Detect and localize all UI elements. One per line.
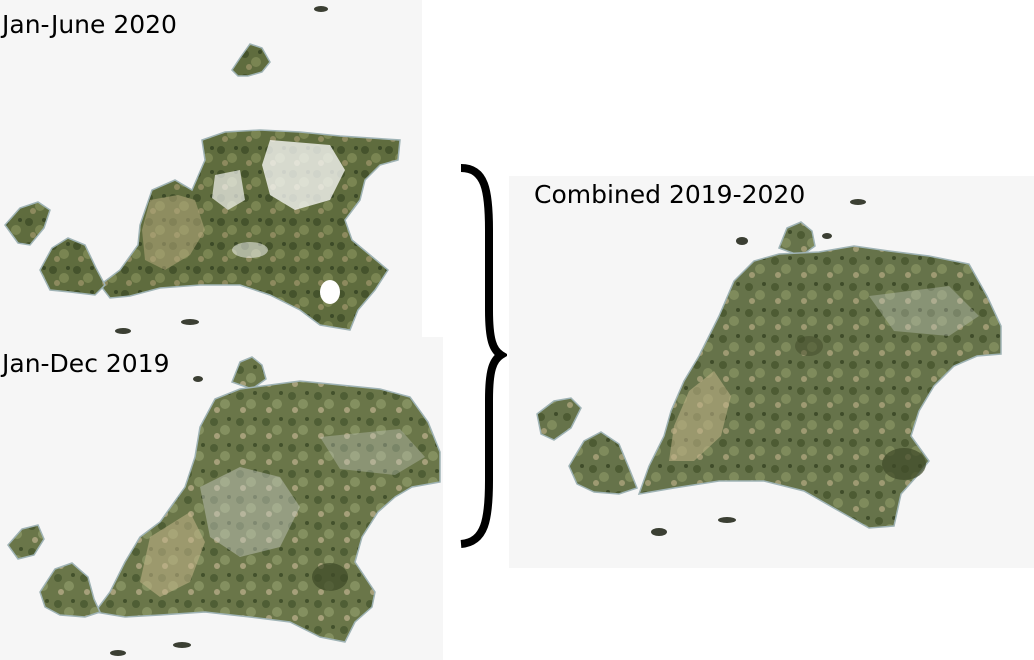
small-island <box>314 6 328 12</box>
satellite-mosaic-2020 <box>4 6 401 334</box>
panel-label-jan-dec-2019: Jan-Dec 2019 <box>2 349 170 378</box>
panel-label-combined: Combined 2019-2020 <box>534 180 806 209</box>
satellite-mosaic-combined <box>536 199 1002 536</box>
island-north <box>231 43 271 77</box>
peninsula-southwest <box>39 237 106 296</box>
curly-brace <box>460 164 507 548</box>
map-panel-jan-dec-2019 <box>0 337 443 660</box>
panel-label-jan-june-2020: Jan-June 2020 <box>2 10 177 39</box>
cloud-gap <box>262 140 345 210</box>
map-panel-combined <box>509 176 1034 568</box>
island-west <box>4 201 51 246</box>
map-panel-jan-june-2020 <box>0 0 422 337</box>
satellite-mosaic-2019 <box>7 356 441 656</box>
